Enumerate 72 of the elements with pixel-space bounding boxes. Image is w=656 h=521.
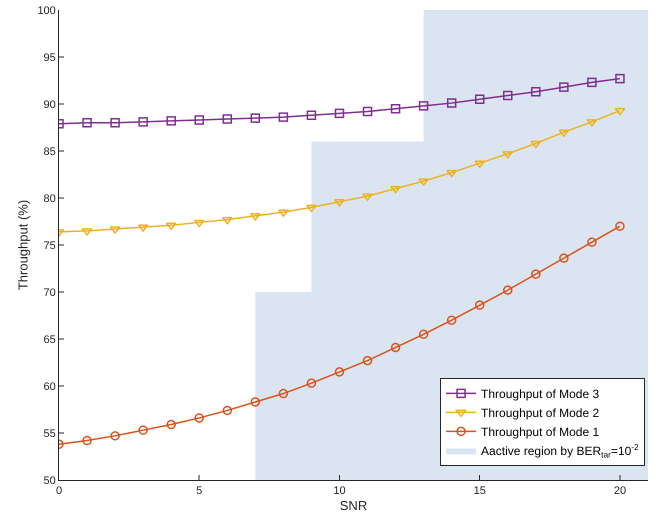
point bbox=[222, 114, 232, 124]
y-tick-label: 60 bbox=[44, 380, 56, 393]
y-tick-label: 55 bbox=[44, 428, 56, 440]
point bbox=[474, 94, 484, 104]
point bbox=[446, 98, 456, 108]
x-tick-label: 0 bbox=[56, 485, 62, 498]
point bbox=[334, 367, 344, 377]
point bbox=[110, 226, 120, 234]
y-tick-label: 70 bbox=[44, 286, 56, 299]
point bbox=[110, 118, 120, 128]
point bbox=[559, 253, 569, 263]
x-tick-label: 10 bbox=[333, 485, 346, 498]
x-tick-label: 20 bbox=[614, 485, 626, 498]
point bbox=[586, 119, 598, 127]
y-tick-label: 50 bbox=[44, 474, 56, 487]
point bbox=[138, 425, 148, 435]
x-axis-title: SNR bbox=[340, 498, 368, 513]
point bbox=[334, 108, 344, 118]
point bbox=[559, 82, 569, 92]
point bbox=[390, 104, 400, 114]
point bbox=[418, 330, 428, 340]
y-tick-label: 80 bbox=[44, 192, 56, 205]
point bbox=[194, 115, 204, 125]
point bbox=[615, 221, 625, 231]
y-tick-label: 65 bbox=[44, 334, 56, 346]
y-tick-label: 85 bbox=[44, 146, 56, 158]
point bbox=[418, 101, 428, 111]
point bbox=[250, 113, 260, 123]
point bbox=[362, 106, 372, 116]
point bbox=[503, 285, 513, 295]
point bbox=[222, 406, 232, 416]
point bbox=[306, 204, 317, 212]
point bbox=[531, 87, 541, 97]
point bbox=[82, 118, 92, 128]
point bbox=[362, 193, 373, 201]
y-tick-label: 100 bbox=[37, 4, 56, 17]
point bbox=[166, 116, 176, 126]
point bbox=[110, 431, 120, 441]
point bbox=[587, 78, 597, 88]
y-tick-label: 90 bbox=[44, 98, 56, 111]
point bbox=[615, 74, 625, 84]
point bbox=[362, 356, 372, 366]
point bbox=[418, 178, 429, 186]
x-tick-label: 5 bbox=[196, 485, 202, 498]
point bbox=[503, 90, 513, 100]
y-tick-label: 95 bbox=[44, 52, 56, 64]
point bbox=[446, 315, 456, 325]
point bbox=[390, 186, 401, 194]
point bbox=[614, 108, 626, 116]
point bbox=[278, 209, 289, 217]
point bbox=[587, 237, 597, 247]
legend-label: Throughput of Mode 2 bbox=[481, 406, 600, 420]
point bbox=[278, 388, 288, 398]
point bbox=[306, 378, 316, 388]
point bbox=[138, 117, 148, 127]
point bbox=[474, 300, 484, 310]
point bbox=[306, 110, 316, 120]
point bbox=[250, 397, 260, 407]
legend-label: Throughput of Mode 1 bbox=[481, 425, 600, 440]
point bbox=[82, 436, 92, 446]
point bbox=[334, 199, 345, 207]
legend-label: Aactive region by BER$_{tar}$=10$^{-2}$ bbox=[481, 442, 640, 460]
y-axis-title: Throughput (%) bbox=[15, 200, 30, 290]
point bbox=[531, 269, 541, 279]
point bbox=[166, 420, 176, 430]
x-tick-label: 15 bbox=[474, 485, 486, 498]
point bbox=[278, 112, 288, 122]
point bbox=[390, 342, 400, 352]
legend-label: Throughput of Mode 3 bbox=[481, 387, 600, 402]
y-tick-label: 75 bbox=[44, 240, 56, 252]
point bbox=[82, 228, 92, 236]
point bbox=[194, 413, 204, 423]
